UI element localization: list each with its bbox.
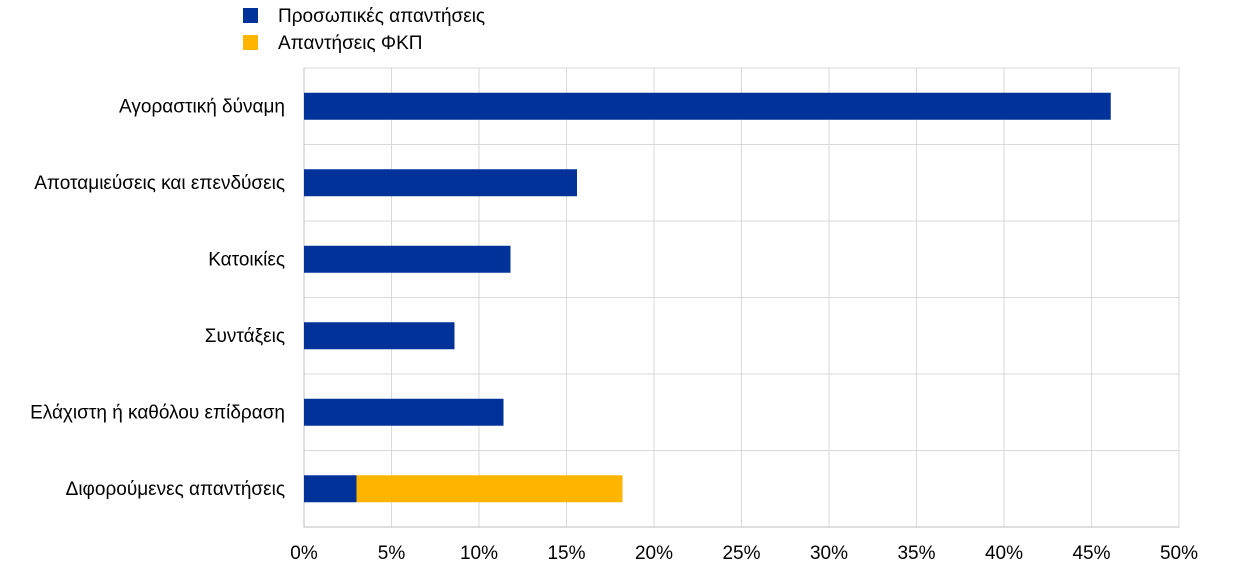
- x-tick-label: 45%: [1072, 543, 1110, 564]
- y-tick-label: Ελάχιστη ή καθόλου επίδραση: [30, 402, 285, 423]
- y-tick-label: Αγοραστική δύναμη: [119, 96, 285, 117]
- x-tick-label: 40%: [985, 543, 1023, 564]
- x-tick-label: 30%: [810, 543, 848, 564]
- x-tick-label: 10%: [460, 543, 498, 564]
- legend-swatch: [243, 8, 258, 23]
- bar: [304, 169, 577, 197]
- bar: [304, 245, 511, 273]
- bar: [304, 322, 455, 350]
- y-tick-label: Διφορούμενες απαντήσεις: [66, 479, 285, 500]
- legend-swatch: [243, 35, 258, 50]
- y-tick-label: Συντάξεις: [205, 326, 285, 347]
- legend-label: Προσωπικές απαντήσεις: [278, 6, 485, 27]
- bar: [304, 475, 357, 503]
- x-tick-label: 35%: [897, 543, 935, 564]
- y-tick-label: Αποταμιεύσεις και επενδύσεις: [34, 173, 285, 194]
- bar: [356, 475, 623, 503]
- x-tick-label: 50%: [1160, 543, 1198, 564]
- x-tick-label: 20%: [635, 543, 673, 564]
- bar: [304, 92, 1111, 120]
- legend-label: Απαντήσεις ΦΚΠ: [278, 33, 422, 54]
- x-tick-label: 0%: [290, 543, 318, 564]
- x-tick-label: 5%: [378, 543, 406, 564]
- bar: [304, 398, 504, 426]
- x-tick-label: 15%: [547, 543, 585, 564]
- x-tick-label: 25%: [722, 543, 760, 564]
- y-tick-label: Κατοικίες: [208, 249, 285, 270]
